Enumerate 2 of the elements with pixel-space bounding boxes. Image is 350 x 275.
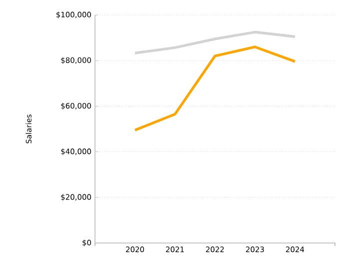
line-series: [134, 30, 296, 54]
line-series: [134, 46, 296, 132]
